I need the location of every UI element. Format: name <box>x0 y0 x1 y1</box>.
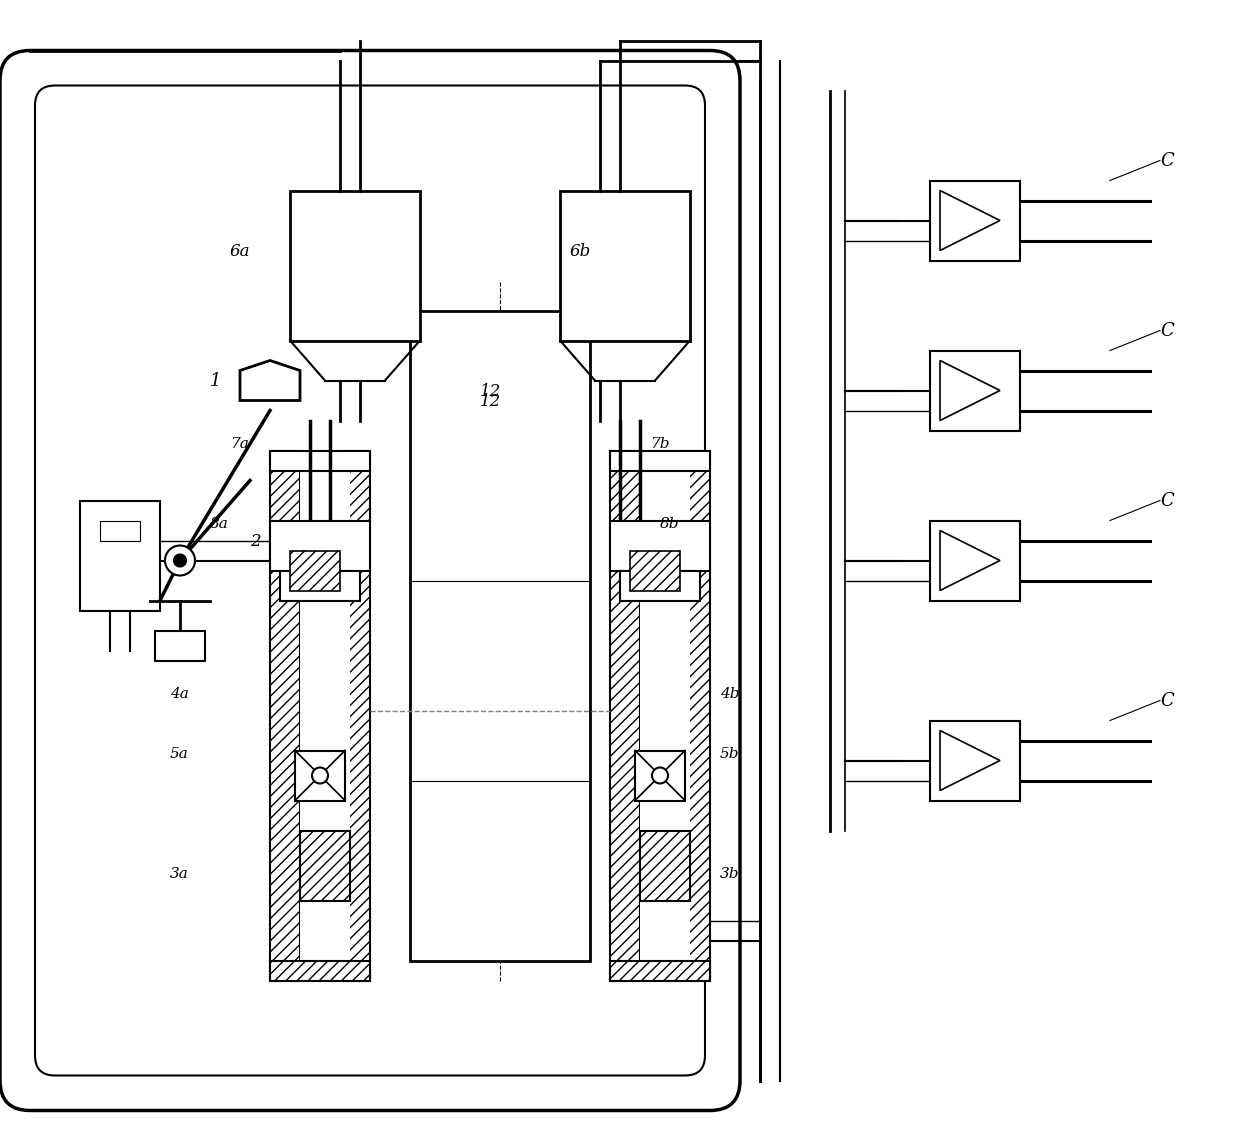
Bar <box>630 551 680 590</box>
Bar <box>610 960 711 981</box>
Bar <box>640 450 689 981</box>
Bar <box>610 450 711 470</box>
Text: 2: 2 <box>250 534 260 551</box>
Polygon shape <box>241 361 300 400</box>
Text: C: C <box>1159 153 1174 171</box>
Bar <box>340 450 370 981</box>
Bar <box>930 720 1021 801</box>
Polygon shape <box>940 190 999 250</box>
Text: 4b: 4b <box>720 687 739 700</box>
Bar <box>680 450 711 981</box>
Text: C: C <box>1159 322 1174 340</box>
Bar <box>640 830 689 900</box>
Text: 4a: 4a <box>170 687 188 700</box>
Bar <box>295 751 345 801</box>
Bar <box>270 450 300 981</box>
Text: 3a: 3a <box>170 866 188 881</box>
Text: 6a: 6a <box>229 243 250 260</box>
Text: 5a: 5a <box>170 746 188 760</box>
Text: 3b: 3b <box>720 866 739 881</box>
Circle shape <box>174 554 186 567</box>
Text: 12: 12 <box>480 383 501 400</box>
Bar <box>290 551 340 590</box>
Bar <box>270 960 370 981</box>
Bar <box>560 190 689 340</box>
Bar <box>610 520 711 570</box>
Text: 7b: 7b <box>650 437 670 450</box>
Bar <box>300 830 350 900</box>
Circle shape <box>652 768 668 784</box>
Circle shape <box>165 545 195 576</box>
Circle shape <box>312 768 329 784</box>
Text: 5b: 5b <box>720 746 739 760</box>
Bar <box>930 181 1021 260</box>
Bar <box>155 630 205 661</box>
Text: 6b: 6b <box>570 243 591 260</box>
Bar <box>81 501 160 611</box>
Polygon shape <box>940 530 999 590</box>
Bar <box>635 751 684 801</box>
Text: 8b: 8b <box>660 517 680 530</box>
Bar <box>270 520 370 570</box>
Bar <box>620 570 701 601</box>
Text: 7a: 7a <box>229 437 249 450</box>
Bar <box>290 190 420 340</box>
Polygon shape <box>940 731 999 791</box>
Polygon shape <box>940 361 999 421</box>
Bar <box>270 450 370 470</box>
Bar <box>300 450 350 981</box>
Bar <box>610 450 640 981</box>
Bar <box>100 520 140 541</box>
FancyBboxPatch shape <box>0 51 740 1111</box>
Text: 12: 12 <box>480 394 501 411</box>
Bar <box>930 351 1021 431</box>
Bar <box>410 311 590 960</box>
Bar <box>930 520 1021 601</box>
Text: C: C <box>1159 492 1174 510</box>
Text: 8a: 8a <box>210 517 229 530</box>
Text: C: C <box>1159 692 1174 710</box>
Bar <box>280 570 360 601</box>
Text: 1: 1 <box>210 372 222 390</box>
